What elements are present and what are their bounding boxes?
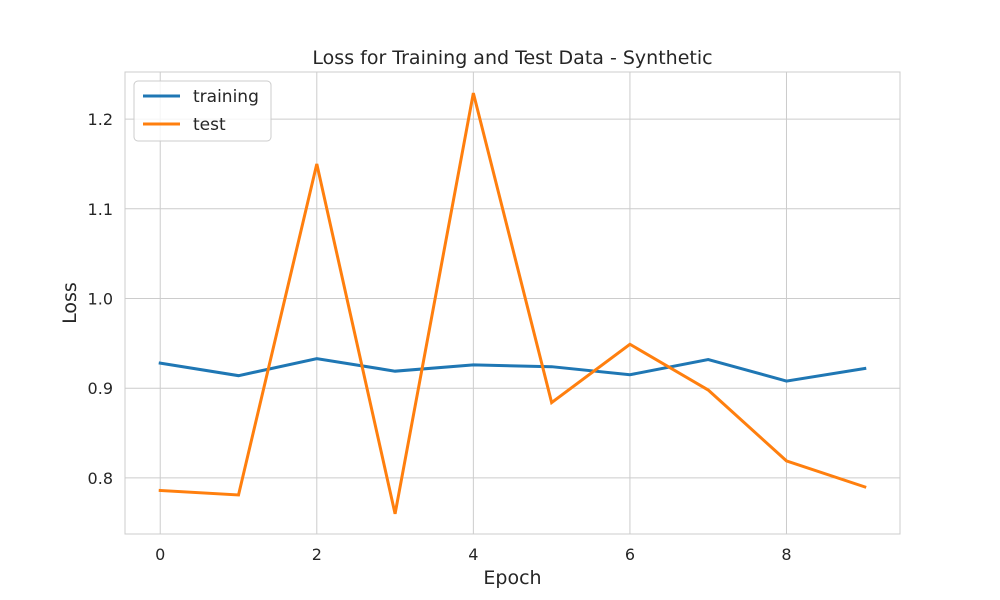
- y-axis-label: Loss: [59, 282, 81, 324]
- y-tick-label: 0.9: [88, 379, 113, 398]
- plot-frame: [124, 71, 901, 535]
- grid: [125, 72, 900, 534]
- y-tick-label: 0.8: [88, 469, 113, 488]
- x-tick-labels: 0 2 4 6 8: [155, 545, 791, 564]
- x-tick-label: 0: [155, 545, 165, 564]
- legend: training test: [133, 80, 272, 142]
- x-tick-label: 2: [312, 545, 322, 564]
- series-line-training: [158, 357, 867, 383]
- x-axis-label: Epoch: [483, 567, 541, 589]
- series-line-test: [158, 92, 867, 515]
- chart-title: Loss for Training and Test Data - Synthe…: [312, 47, 712, 69]
- legend-label-test: test: [193, 115, 226, 135]
- legend-label-training: training: [193, 87, 259, 107]
- y-tick-label: 1.0: [88, 290, 113, 309]
- x-tick-label: 8: [781, 545, 791, 564]
- series-lines: [158, 92, 867, 515]
- y-tick-labels: 0.8 0.9 1.0 1.1 1.2: [88, 110, 113, 488]
- x-tick-label: 4: [468, 545, 478, 564]
- y-tick-label: 1.1: [88, 200, 113, 219]
- x-tick-label: 6: [625, 545, 635, 564]
- y-tick-label: 1.2: [88, 110, 113, 129]
